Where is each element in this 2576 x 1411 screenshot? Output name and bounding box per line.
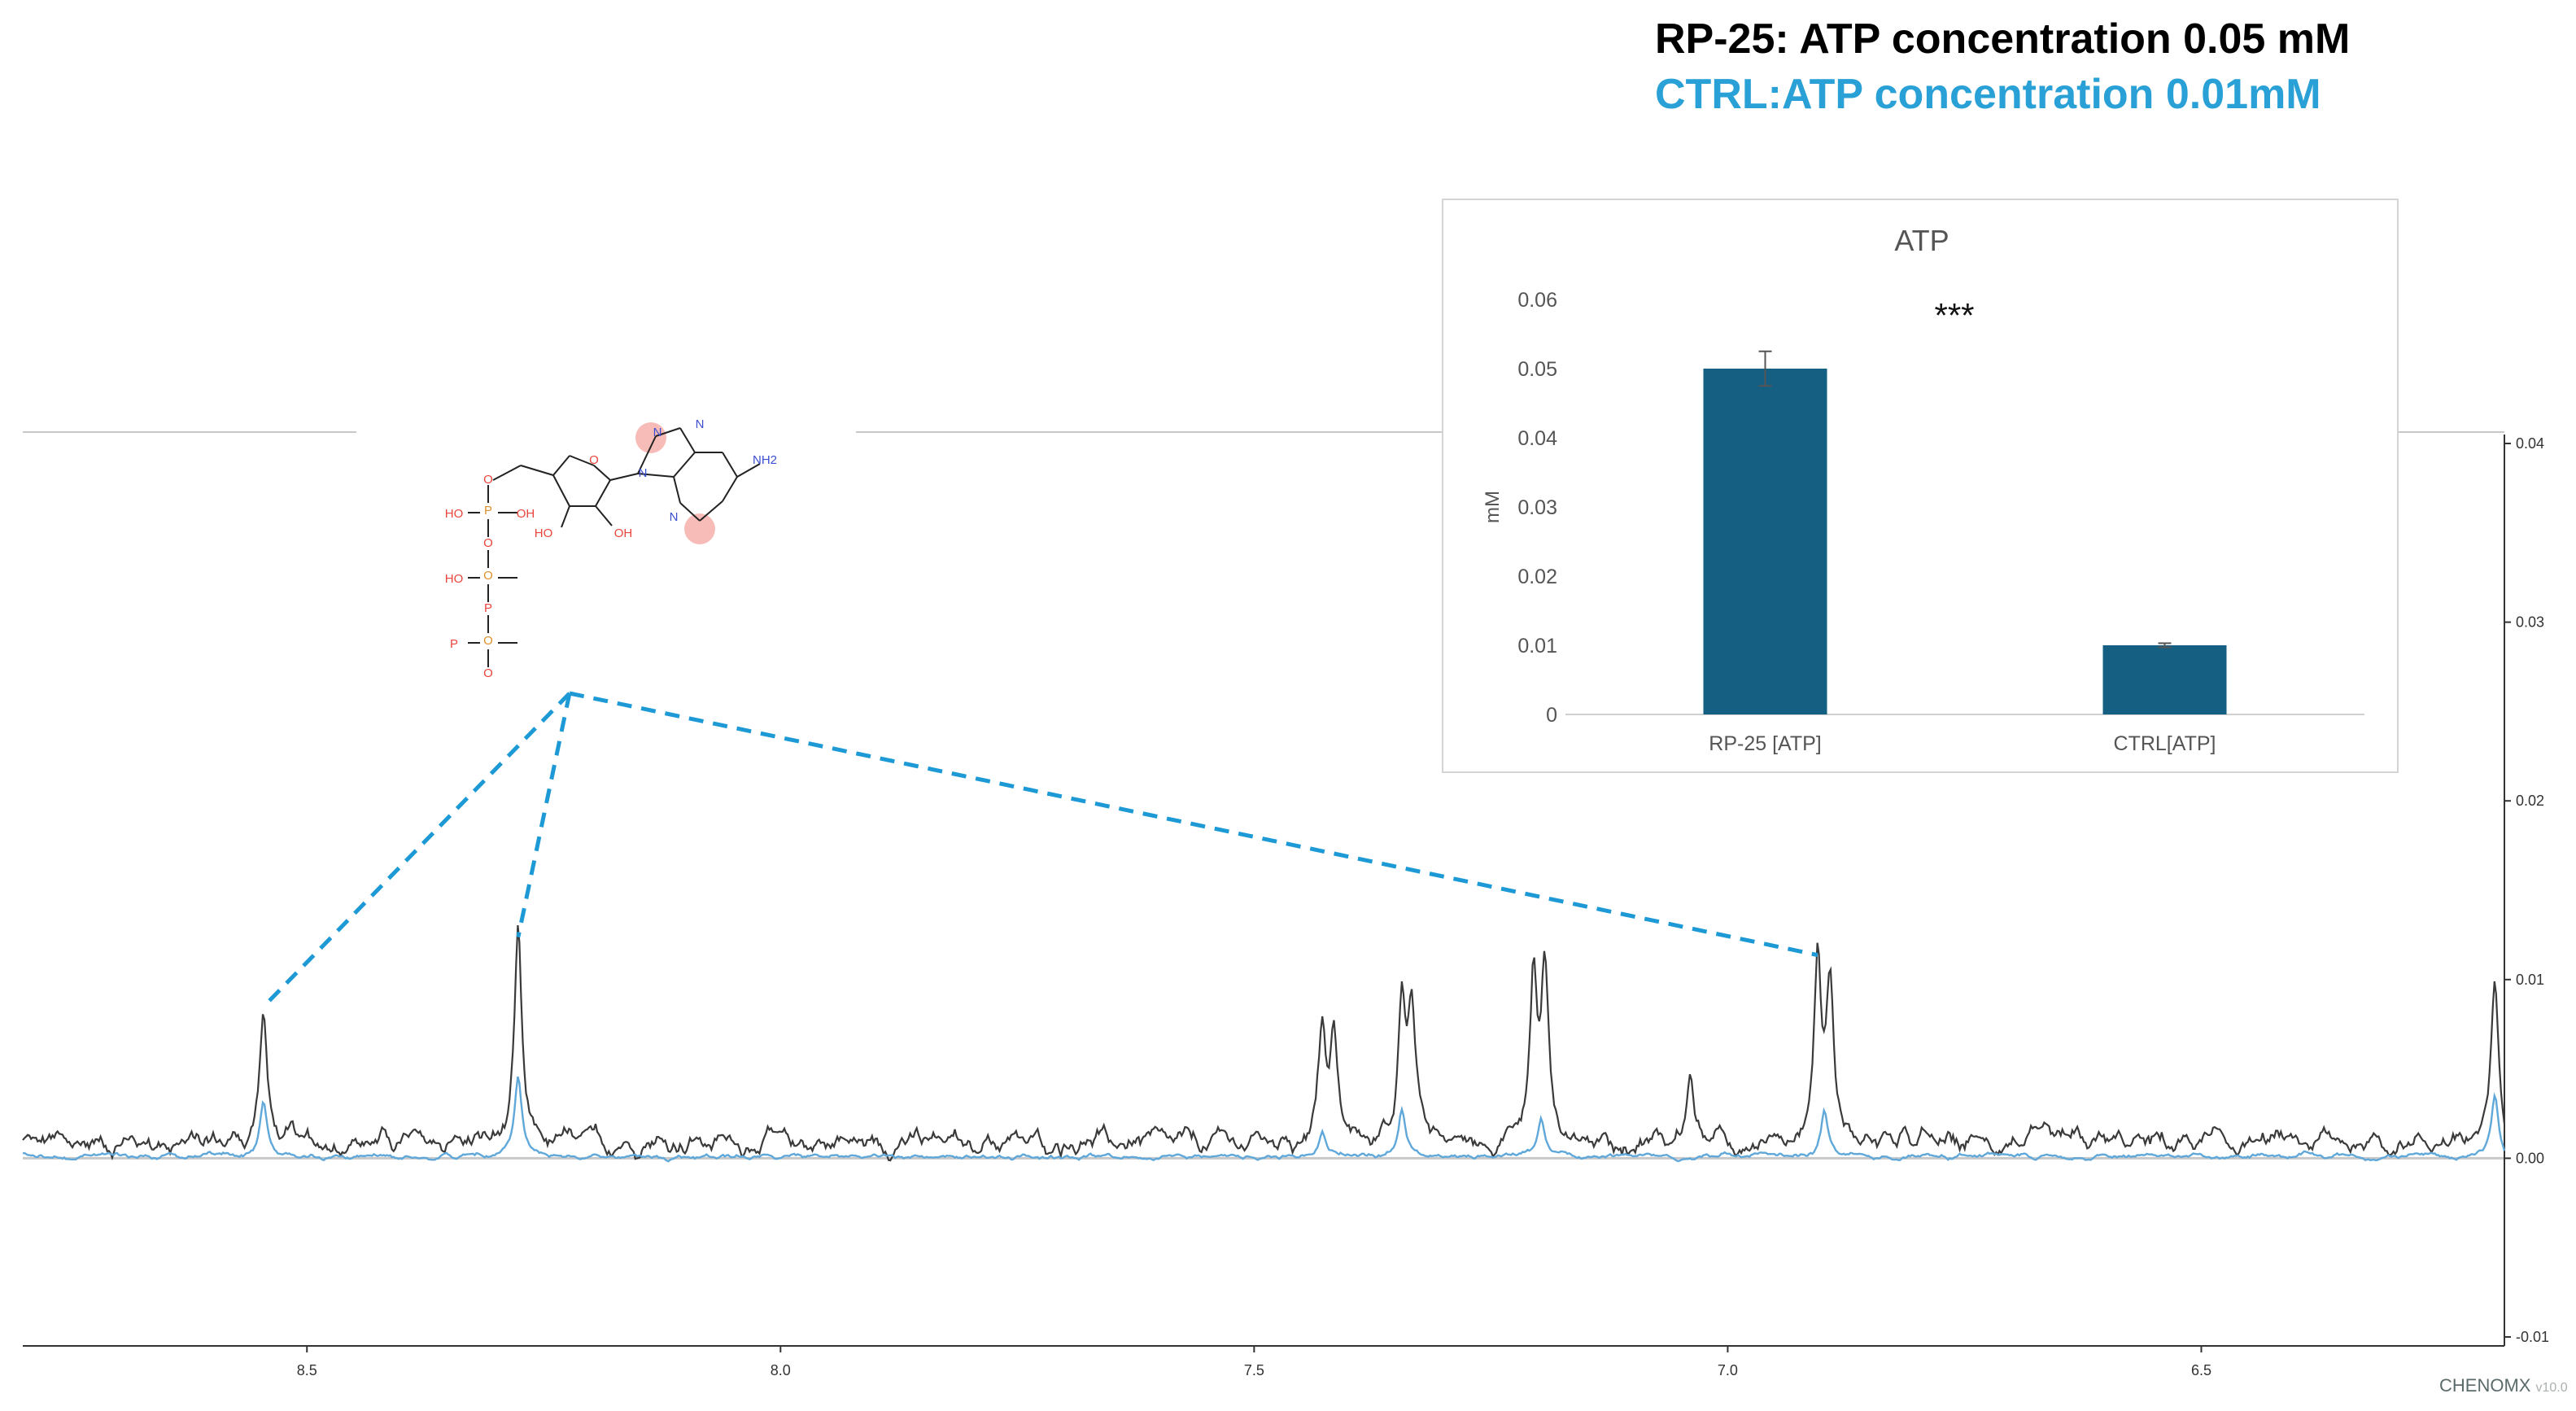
bar-y-tick-label: 0.01	[1517, 635, 1557, 657]
atp-bar-svg: ATP 0.06 0.05 0.04 0.03 0.02 0.01 0 mM RP-25 [ATP…	[1482, 224, 2364, 755]
bond-line	[722, 452, 738, 478]
atp-peak-callout-line	[569, 691, 1818, 958]
atp-peak-callout-line	[516, 692, 572, 938]
atom-label: O	[589, 453, 599, 467]
atom-label: O	[483, 473, 493, 487]
bar-y-tick-label: 0.04	[1517, 427, 1557, 450]
atom-label: P	[484, 601, 492, 615]
bar-y-tick-label: 0.05	[1517, 358, 1557, 381]
atom-label: O	[483, 666, 493, 680]
y-tick-label: 0.02	[2516, 793, 2544, 809]
atom-label: N	[639, 466, 648, 480]
atom-label: HO	[535, 526, 553, 540]
x-tick-label: 7.0	[1718, 1362, 1738, 1378]
atom-label: NH2	[753, 453, 777, 467]
divider-left	[23, 431, 356, 433]
bond-line	[561, 505, 570, 528]
atom-label: N	[653, 426, 662, 439]
highlight-h8-circle	[635, 422, 666, 453]
bond-line	[673, 476, 681, 504]
chenomx-brand: CHENOMX	[2439, 1375, 2531, 1396]
bond-line	[609, 473, 639, 481]
atom-label: HO	[445, 572, 464, 586]
bar-1	[2102, 645, 2227, 714]
atom-label: O	[483, 569, 493, 583]
atom-label: N	[696, 417, 705, 431]
atom-label: P	[484, 504, 492, 518]
y-tick-label: 0.01	[2516, 972, 2544, 988]
bond-line	[722, 476, 738, 502]
bond-line	[593, 465, 611, 481]
atom-label: O	[483, 634, 493, 648]
bond-line	[492, 465, 522, 481]
bar-y-tick-label: 0	[1546, 704, 1557, 727]
x-tick-label: 6.5	[2191, 1362, 2211, 1378]
legend-rp25: RP-25: ATP concentration 0.05 mM	[1655, 15, 2351, 63]
bond-line	[637, 473, 675, 478]
chenomx-version: v10.0	[2535, 1381, 2568, 1395]
significance-marker: ***	[1934, 296, 1974, 334]
spectrum-series-1	[22, 1076, 2506, 1163]
bar-0	[1703, 369, 1827, 714]
bond-line	[673, 452, 696, 478]
bar-category-label: CTRL[ATP]	[2114, 732, 2216, 755]
bond-line	[552, 455, 570, 476]
bar-y-axis-label: mM	[1482, 491, 1504, 523]
atom-label: N	[670, 510, 679, 524]
bond-line	[637, 435, 657, 474]
y-tick-label: 0.04	[2516, 435, 2544, 452]
bar-y-tick-label: 0.02	[1517, 566, 1557, 588]
atp-peak-callout-line	[261, 692, 571, 1009]
bond-line	[699, 500, 723, 522]
bond-line	[552, 474, 570, 507]
bond-line	[679, 427, 696, 453]
bar-chart-title: ATP	[1894, 224, 1949, 257]
atom-label: OH	[614, 526, 633, 540]
y-tick-label: -0.01	[2516, 1329, 2549, 1345]
highlight-h2-circle	[684, 513, 715, 544]
bond-line	[679, 502, 701, 522]
x-tick-label: 8.0	[771, 1362, 791, 1378]
spectrum-series-0	[22, 924, 2506, 1162]
atom-label: HO	[445, 507, 464, 521]
bond-line	[595, 505, 613, 526]
atom-label: OH	[517, 507, 535, 521]
atp-bar-chart: ATP 0.06 0.05 0.04 0.03 0.02 0.01 0 mM RP-25 [ATP…	[1442, 199, 2399, 773]
x-tick-label: 7.5	[1244, 1362, 1264, 1378]
atom-label: P	[450, 637, 458, 651]
legend-ctrl: CTRL:ATP concentration 0.01mM	[1655, 71, 2321, 118]
atom-label: O	[483, 536, 493, 550]
x-tick-label: 8.5	[297, 1362, 317, 1378]
bar-category-label: RP-25 [ATP]	[1709, 732, 1821, 755]
bar-y-tick-label: 0.03	[1517, 496, 1557, 519]
chenomx-logo: CHENOMX v10.0	[2439, 1375, 2568, 1396]
bond-line	[520, 465, 554, 476]
bar-y-tick-label: 0.06	[1517, 289, 1557, 312]
bond-line	[736, 463, 761, 478]
bond-line	[595, 479, 611, 507]
bond-line	[569, 455, 595, 466]
y-tick-label: 0.03	[2516, 614, 2544, 631]
bond-line	[655, 427, 681, 437]
y-tick-label: 0.00	[2516, 1150, 2544, 1166]
